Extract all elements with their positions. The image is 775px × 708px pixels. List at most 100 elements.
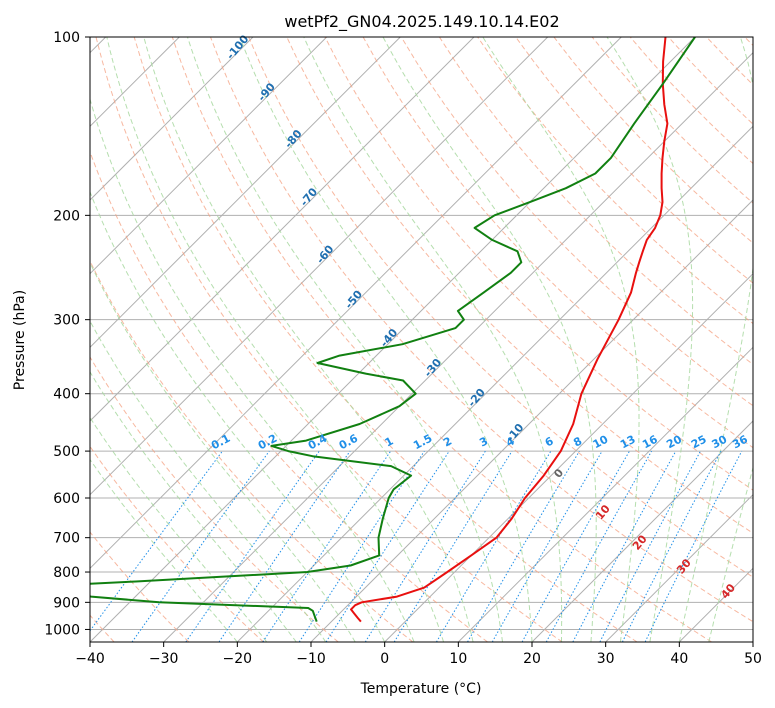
x-tick-label: 0	[380, 651, 389, 667]
dry-adiabat-line	[400, 37, 753, 407]
isotherm-line	[90, 37, 475, 422]
mixing-ratio-label: 3	[477, 434, 490, 449]
mixing-ratio-line	[298, 450, 425, 642]
mixing-ratio-label: 30	[710, 433, 730, 452]
dry-adiabat-line	[90, 259, 414, 642]
theta-label: -50	[342, 288, 365, 312]
y-tick-label: 800	[53, 565, 80, 581]
dry-adiabat-line	[171, 37, 712, 642]
x-axis-ticks: −40 −30 −20 −10 0 10 20 30 40 50	[75, 642, 762, 667]
thetae-label: 40	[718, 581, 738, 601]
dry-adiabat-line	[744, 37, 753, 47]
moist-adiabat-line	[606, 37, 694, 642]
x-tick-label: 10	[449, 651, 467, 667]
y-tick-label: 400	[53, 387, 80, 403]
chart-title: wetPf2_GN04.2025.149.10.14.E02	[284, 12, 559, 32]
mixing-ratio-label: 10	[591, 432, 611, 451]
theta-label: -30	[421, 356, 444, 380]
isotherm-line	[605, 493, 753, 642]
x-tick-label: 50	[744, 651, 762, 667]
mixing-ratio-label: 1.5	[411, 432, 434, 453]
moist-adiabat-line	[90, 320, 327, 642]
x-tick-label: 40	[670, 651, 688, 667]
theta-label: -60	[314, 242, 337, 266]
moist-adiabat-line	[90, 458, 238, 642]
mixing-ratio-label: 25	[689, 433, 709, 452]
mixing-ratio-label: 16	[640, 433, 660, 452]
moist-adiabat-line	[678, 37, 753, 642]
x-tick-label: −30	[149, 651, 179, 667]
x-tick-label: −40	[75, 651, 105, 667]
y-tick-label: 300	[53, 313, 80, 329]
mixing-ratio-line	[325, 450, 450, 642]
moist-adiabat-line	[143, 37, 474, 642]
mixing-ratio-label: 8	[571, 434, 584, 449]
background-lines	[90, 37, 753, 642]
y-tick-label: 100	[53, 30, 80, 46]
dry-adiabat-line	[95, 37, 563, 642]
mixing-ratio-line	[621, 450, 722, 642]
moist-adiabat-line	[239, 37, 533, 642]
dry-adiabat-line	[706, 37, 753, 86]
moist-adiabat-line	[708, 465, 753, 642]
theta-label: -20	[465, 386, 488, 410]
mixing-ratio-line	[90, 450, 223, 632]
plot-frame	[89, 36, 754, 643]
mixing-ratio-line	[599, 450, 701, 642]
dry-adiabat-line	[210, 37, 753, 623]
mixing-ratio-line	[393, 450, 513, 642]
mixing-ratio-label: 1	[383, 434, 396, 449]
theta-label: -40	[378, 326, 401, 350]
theta-label: -70	[298, 185, 321, 209]
dry-adiabat-line	[591, 37, 753, 204]
x-tick-label: 20	[523, 651, 541, 667]
mixing-ratio-line	[262, 450, 392, 642]
dry-adiabat-line	[90, 445, 264, 642]
thetae-label: 30	[674, 556, 694, 576]
mixing-ratio-label: 2	[441, 434, 454, 449]
dry-adiabat-line	[248, 37, 753, 578]
moist-adiabat-line	[187, 37, 503, 642]
mixing-ratio-label: 0.1	[209, 432, 232, 453]
moist-adiabat-line	[90, 416, 268, 642]
dry-adiabat-line	[668, 37, 753, 125]
dry-adiabat-line	[133, 37, 638, 642]
y-tick-label: 200	[53, 208, 80, 224]
x-axis-title: Temperature (°C)	[360, 681, 482, 697]
dry-adiabat-line	[90, 356, 339, 642]
y-tick-label: 900	[53, 595, 80, 611]
mixing-ratio-label: 20	[664, 432, 684, 451]
mixing-ratio-label: 6	[543, 434, 556, 449]
mixing-ratio-line	[364, 450, 486, 642]
isotherm-line	[531, 420, 753, 642]
theta-label: -80	[282, 127, 305, 151]
isotherm-line	[90, 37, 254, 201]
dry-adiabat-line	[90, 531, 190, 642]
moist-adiabat-line	[90, 190, 386, 642]
isotherm-line	[457, 346, 753, 642]
dry-adiabat-line	[438, 37, 753, 366]
mixing-ratio-line	[545, 450, 653, 642]
dewpoint-profile-line	[90, 37, 696, 622]
mixing-ratio-line	[218, 450, 351, 642]
y-axis-title: Pressure (hPa)	[12, 290, 28, 390]
y-axis-ticks: 100 200 300 400 500 600 700 800 900 1000	[44, 30, 90, 638]
dry-adiabat-line	[515, 37, 753, 284]
dry-adiabat-line	[362, 37, 753, 449]
dry-adiabat-line	[90, 150, 488, 642]
moist-adiabat-line	[382, 37, 597, 642]
y-tick-label: 500	[53, 444, 80, 460]
moist-adiabat-line	[90, 261, 356, 642]
mixing-ratio-line	[572, 450, 677, 642]
moist-adiabat-line	[482, 37, 640, 642]
mixing-ratio-line	[185, 450, 320, 642]
y-tick-label: 1000	[44, 622, 80, 638]
mixing-ratio-label: 36	[730, 433, 750, 452]
x-tick-label: −20	[223, 651, 253, 667]
mixing-ratio-line	[644, 450, 743, 642]
isotherm-line	[90, 37, 549, 496]
mixing-ratio-lines	[90, 450, 743, 642]
y-tick-label: 700	[53, 531, 80, 547]
mixing-ratio-label: 13	[618, 433, 638, 452]
